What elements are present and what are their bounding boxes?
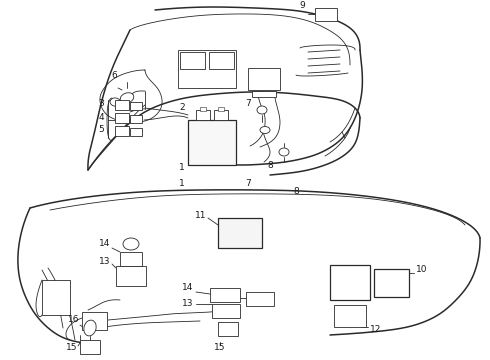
FancyBboxPatch shape — [218, 218, 262, 248]
Text: 1: 1 — [179, 180, 185, 189]
FancyBboxPatch shape — [252, 91, 276, 97]
FancyBboxPatch shape — [330, 265, 370, 300]
Ellipse shape — [257, 106, 267, 114]
Text: 3: 3 — [98, 99, 104, 108]
Text: 14: 14 — [182, 284, 193, 292]
FancyBboxPatch shape — [212, 304, 240, 318]
FancyBboxPatch shape — [218, 107, 224, 111]
FancyBboxPatch shape — [209, 52, 234, 69]
Text: 13: 13 — [99, 257, 111, 266]
FancyBboxPatch shape — [82, 312, 107, 330]
FancyBboxPatch shape — [196, 110, 210, 120]
FancyBboxPatch shape — [188, 120, 236, 165]
FancyBboxPatch shape — [218, 322, 238, 336]
Text: 9: 9 — [299, 1, 305, 10]
FancyBboxPatch shape — [130, 128, 142, 136]
FancyBboxPatch shape — [42, 280, 70, 315]
Text: 14: 14 — [99, 239, 111, 248]
Text: 11: 11 — [195, 211, 206, 220]
FancyBboxPatch shape — [315, 8, 337, 21]
Ellipse shape — [84, 320, 96, 336]
FancyBboxPatch shape — [248, 68, 280, 90]
Text: 8: 8 — [267, 161, 273, 170]
FancyBboxPatch shape — [130, 102, 142, 110]
Text: 13: 13 — [181, 300, 193, 309]
Text: 15: 15 — [214, 343, 226, 352]
Text: 4: 4 — [98, 112, 104, 122]
FancyBboxPatch shape — [178, 50, 236, 88]
Text: 5: 5 — [98, 126, 104, 135]
Text: 7: 7 — [245, 180, 251, 189]
Text: 12: 12 — [370, 325, 381, 334]
Ellipse shape — [120, 93, 134, 103]
FancyBboxPatch shape — [115, 126, 129, 136]
Text: 2: 2 — [179, 104, 185, 112]
Text: 6: 6 — [111, 72, 117, 81]
FancyBboxPatch shape — [130, 115, 142, 123]
Text: 8: 8 — [293, 188, 299, 197]
Text: 1: 1 — [179, 162, 185, 171]
Ellipse shape — [260, 126, 270, 134]
FancyBboxPatch shape — [116, 266, 146, 286]
Text: 15: 15 — [66, 343, 78, 352]
FancyBboxPatch shape — [214, 110, 228, 120]
FancyBboxPatch shape — [374, 269, 409, 297]
FancyBboxPatch shape — [210, 288, 240, 302]
FancyBboxPatch shape — [200, 107, 206, 111]
Text: 7: 7 — [245, 99, 251, 108]
FancyBboxPatch shape — [80, 340, 100, 354]
FancyBboxPatch shape — [115, 100, 129, 110]
FancyBboxPatch shape — [246, 292, 274, 306]
FancyBboxPatch shape — [334, 305, 366, 327]
FancyBboxPatch shape — [120, 252, 142, 266]
FancyBboxPatch shape — [115, 113, 129, 123]
Ellipse shape — [123, 238, 139, 250]
Text: 16: 16 — [68, 315, 80, 324]
FancyBboxPatch shape — [180, 52, 205, 69]
Text: 10: 10 — [416, 266, 427, 274]
Ellipse shape — [279, 148, 289, 156]
